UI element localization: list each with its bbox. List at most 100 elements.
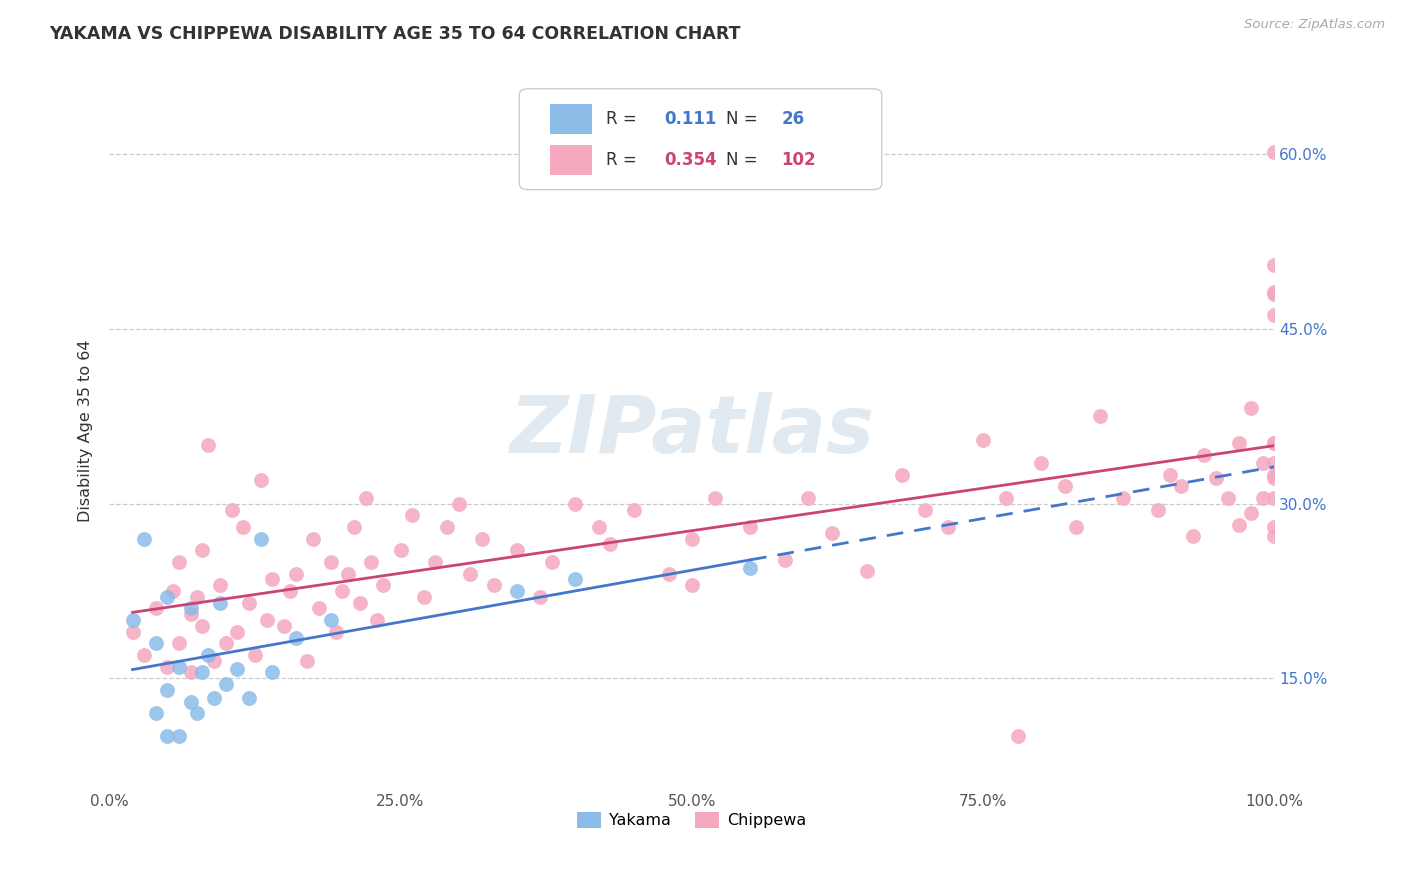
Point: [914, 502, 936, 516]
Point: [773, 552, 796, 566]
Point: [401, 508, 423, 523]
Point: [197, 438, 219, 452]
Point: [371, 578, 394, 592]
Point: [319, 613, 342, 627]
Point: [1263, 471, 1285, 485]
Point: [167, 730, 190, 744]
Point: [1263, 436, 1285, 450]
Point: [855, 564, 877, 578]
FancyBboxPatch shape: [519, 88, 882, 190]
Point: [319, 555, 342, 569]
Point: [1263, 258, 1285, 272]
Point: [564, 572, 586, 586]
Point: [221, 502, 243, 516]
Point: [180, 665, 202, 680]
Point: [330, 584, 353, 599]
Point: [186, 706, 208, 721]
Point: [238, 596, 260, 610]
Point: [1181, 529, 1204, 543]
Point: [1263, 491, 1285, 505]
Text: 26: 26: [782, 110, 804, 128]
Point: [447, 497, 470, 511]
Point: [308, 601, 330, 615]
Point: [156, 590, 179, 604]
Point: [202, 691, 225, 706]
Point: [215, 636, 238, 650]
Point: [1240, 506, 1263, 520]
Point: [657, 566, 679, 581]
Point: [121, 613, 143, 627]
Point: [412, 590, 434, 604]
Point: [191, 619, 214, 633]
Point: [972, 433, 994, 447]
Point: [995, 491, 1018, 505]
Text: R =: R =: [606, 151, 641, 169]
Point: [167, 555, 190, 569]
Point: [156, 682, 179, 697]
Point: [460, 566, 482, 581]
Point: [337, 566, 360, 581]
Point: [1112, 491, 1135, 505]
Point: [284, 631, 307, 645]
Point: [1229, 436, 1251, 450]
Text: N =: N =: [725, 151, 762, 169]
Point: [191, 665, 214, 680]
Text: R =: R =: [606, 110, 641, 128]
Point: [354, 491, 377, 505]
Point: [145, 601, 167, 615]
Point: [297, 654, 319, 668]
Point: [1147, 502, 1170, 516]
Point: [890, 467, 912, 482]
Point: [425, 555, 447, 569]
Point: [588, 520, 610, 534]
Point: [1251, 456, 1274, 470]
Point: [186, 590, 208, 604]
Point: [1066, 520, 1088, 534]
Point: [180, 695, 202, 709]
Point: [180, 607, 202, 622]
Point: [471, 532, 494, 546]
Point: [302, 532, 325, 546]
Point: [564, 497, 586, 511]
Point: [1170, 479, 1192, 493]
Point: [681, 532, 703, 546]
Point: [215, 677, 238, 691]
Point: [623, 502, 645, 516]
Point: [121, 624, 143, 639]
Point: [1159, 467, 1181, 482]
Point: [482, 578, 505, 592]
Point: [1251, 491, 1274, 505]
Point: [1205, 471, 1227, 485]
Point: [262, 665, 284, 680]
Y-axis label: Disability Age 35 to 64: Disability Age 35 to 64: [79, 340, 93, 522]
Point: [1263, 520, 1285, 534]
Point: [797, 491, 820, 505]
Text: YAKAMA VS CHIPPEWA DISABILITY AGE 35 TO 64 CORRELATION CHART: YAKAMA VS CHIPPEWA DISABILITY AGE 35 TO …: [49, 25, 741, 43]
FancyBboxPatch shape: [550, 145, 592, 175]
Point: [541, 555, 564, 569]
Point: [208, 578, 231, 592]
Point: [366, 613, 388, 627]
Point: [191, 543, 214, 558]
Point: [134, 532, 156, 546]
Point: [1263, 308, 1285, 322]
Point: [262, 572, 284, 586]
Point: [820, 525, 842, 540]
Point: [1088, 409, 1111, 424]
Point: [360, 555, 382, 569]
Point: [343, 520, 366, 534]
Point: [349, 596, 371, 610]
Point: [278, 584, 301, 599]
Point: [738, 560, 761, 574]
Point: [1263, 285, 1285, 299]
Point: [1263, 529, 1285, 543]
Point: [156, 659, 179, 673]
Point: [1053, 479, 1076, 493]
Point: [1007, 730, 1029, 744]
Point: [1263, 456, 1285, 470]
Point: [1229, 517, 1251, 532]
FancyBboxPatch shape: [550, 103, 592, 134]
Point: [325, 624, 347, 639]
Point: [256, 613, 278, 627]
Point: [156, 730, 179, 744]
